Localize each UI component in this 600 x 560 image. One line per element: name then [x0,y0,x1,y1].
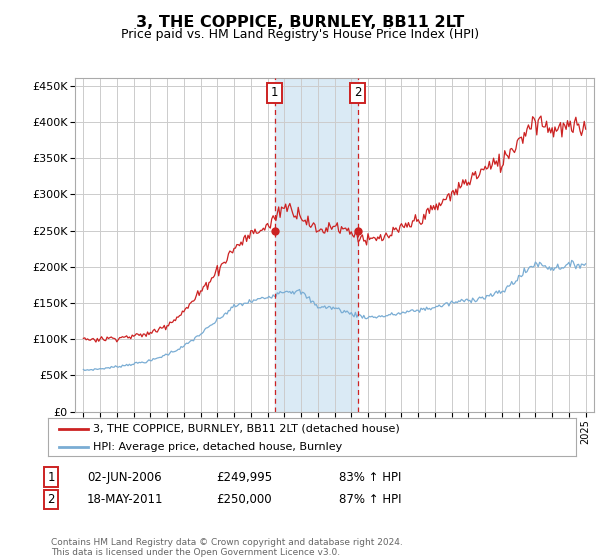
Text: 1: 1 [47,470,55,484]
Text: 18-MAY-2011: 18-MAY-2011 [87,493,163,506]
Text: 2: 2 [354,86,361,99]
Text: 2: 2 [47,493,55,506]
Bar [275,78,358,412]
Text: £250,000: £250,000 [216,493,272,506]
Text: 02-JUN-2006: 02-JUN-2006 [87,470,161,484]
Text: Contains HM Land Registry data © Crown copyright and database right 2024.
This d: Contains HM Land Registry data © Crown c… [51,538,403,557]
Text: 83% ↑ HPI: 83% ↑ HPI [339,470,401,484]
Text: HPI: Average price, detached house, Burnley: HPI: Average price, detached house, Burn… [93,442,342,452]
Text: Price paid vs. HM Land Registry's House Price Index (HPI): Price paid vs. HM Land Registry's House … [121,28,479,41]
Text: 3, THE COPPICE, BURNLEY, BB11 2LT: 3, THE COPPICE, BURNLEY, BB11 2LT [136,15,464,30]
Text: 1: 1 [271,86,278,99]
Text: 3, THE COPPICE, BURNLEY, BB11 2LT (detached house): 3, THE COPPICE, BURNLEY, BB11 2LT (detac… [93,424,400,434]
Text: 87% ↑ HPI: 87% ↑ HPI [339,493,401,506]
Text: £249,995: £249,995 [216,470,272,484]
